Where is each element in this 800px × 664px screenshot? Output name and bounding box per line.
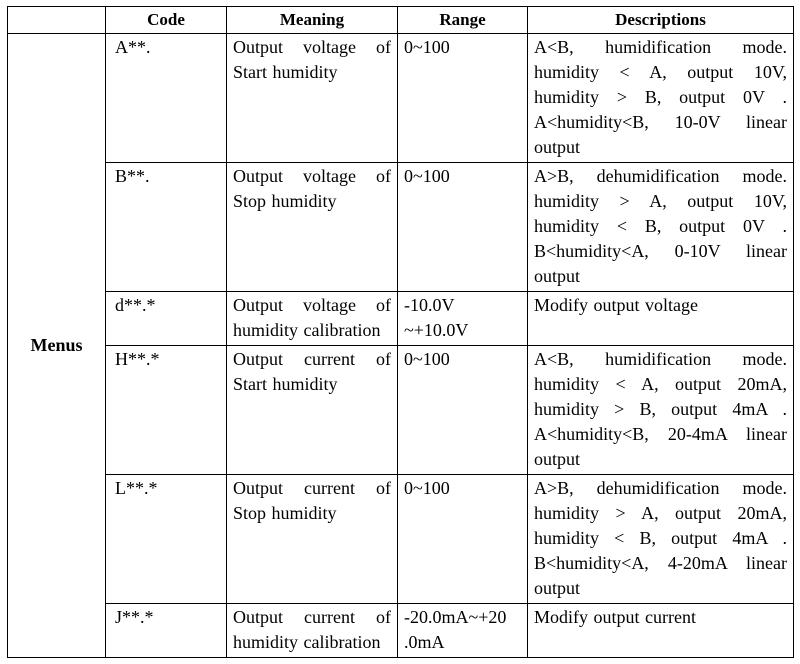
table-row: H**.* Output current of Start humidity 0… bbox=[8, 345, 794, 475]
table-row: J**.* Output current of humidity calibra… bbox=[8, 603, 794, 658]
cell-range: 0~100 bbox=[397, 162, 528, 292]
cell-description: A>B, dehumidification mode. humidity > A… bbox=[527, 474, 794, 604]
cell-description: Modify output current bbox=[527, 603, 794, 658]
menus-cell: Menus bbox=[7, 33, 106, 658]
header-cell-blank bbox=[7, 6, 106, 34]
cell-meaning: Output current of Stop humidity bbox=[226, 474, 398, 604]
cell-range: 0~100 bbox=[397, 345, 528, 475]
cell-description: A<B, humidification mode. humidity < A, … bbox=[527, 33, 794, 163]
table-row: d**.* Output voltage of humidity calibra… bbox=[8, 291, 794, 346]
header-cell-code: Code bbox=[105, 6, 227, 34]
cell-range: 0~100 bbox=[397, 33, 528, 163]
header-cell-range: Range bbox=[397, 6, 528, 34]
menu-table: Code Meaning Range Descriptions Menus A*… bbox=[7, 6, 794, 658]
cell-code: d**.* bbox=[105, 291, 227, 346]
cell-code: L**.* bbox=[105, 474, 227, 604]
cell-code: B**. bbox=[105, 162, 227, 292]
header-row: Code Meaning Range Descriptions bbox=[7, 6, 794, 34]
cell-code: H**.* bbox=[105, 345, 227, 475]
cell-range: 0~100 bbox=[397, 474, 528, 604]
cell-meaning: Output current of humidity calibration bbox=[226, 603, 398, 658]
cell-code: J**.* bbox=[105, 603, 227, 658]
cell-meaning: Output voltage of humidity calibration bbox=[226, 291, 398, 346]
cell-meaning: Output current of Start humidity bbox=[226, 345, 398, 475]
cell-description: A>B, dehumidification mode. humidity > A… bbox=[527, 162, 794, 292]
cell-range: -20.0mA~+20 .0mA bbox=[397, 603, 528, 658]
table-row: Menus A**. Output voltage of Start humid… bbox=[7, 33, 794, 658]
table-row: B**. Output voltage of Stop humidity 0~1… bbox=[8, 162, 794, 292]
cell-range: -10.0V ~+10.0V bbox=[397, 291, 528, 346]
header-cell-descriptions: Descriptions bbox=[527, 6, 794, 34]
cell-description: A<B, humidification mode. humidity < A, … bbox=[527, 345, 794, 475]
cell-meaning: Output voltage of Stop humidity bbox=[226, 162, 398, 292]
cell-meaning: Output voltage of Start humidity bbox=[226, 33, 398, 163]
cell-code: A**. bbox=[105, 33, 227, 163]
table-row: L**.* Output current of Stop humidity 0~… bbox=[8, 474, 794, 604]
cell-description: Modify output voltage bbox=[527, 291, 794, 346]
header-cell-meaning: Meaning bbox=[226, 6, 398, 34]
